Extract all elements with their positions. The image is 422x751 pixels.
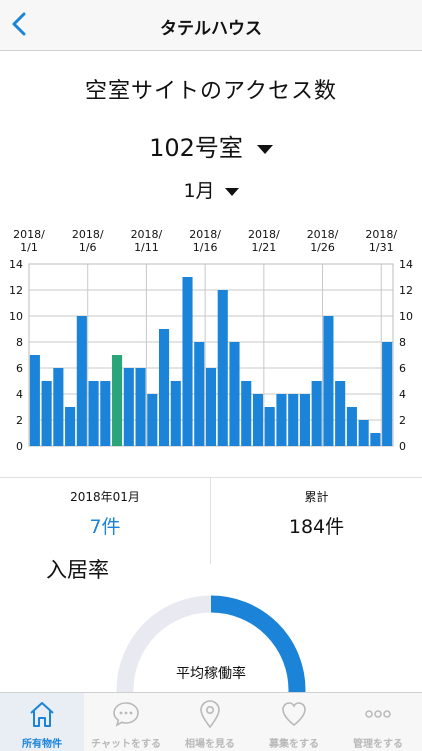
- divider: [0, 477, 422, 478]
- access-bar-chart: 0 0 2 2 4 4 6 6 8 8 10 10 12 12 14 14 2018/1/1 2018/1/6 20…: [9, 228, 413, 453]
- x-tick-label: 2018/1/26: [307, 228, 339, 254]
- bar: [323, 316, 334, 446]
- y-tick-label-right: 2: [399, 414, 406, 427]
- tab-label: 相場を見る: [185, 739, 235, 750]
- y-tick-label-right: 0: [399, 440, 406, 453]
- gauge-label: 平均稼働率: [176, 666, 246, 682]
- x-tick-label: 2018/1/11: [131, 228, 163, 254]
- bar: [264, 407, 275, 446]
- tab-market[interactable]: 相場を見る: [168, 693, 252, 751]
- tab-bar: 所有物件 チャットをする 相場を見る 募集をする 管理をする: [0, 692, 422, 751]
- y-tick-label-right: 8: [399, 336, 406, 349]
- x-tick-label: 2018/1/16: [189, 228, 221, 254]
- bar: [158, 329, 170, 446]
- chevron-left-icon: [12, 12, 26, 36]
- divider: [210, 478, 211, 564]
- y-tick-label-left: 12: [9, 284, 23, 297]
- occupancy-label: 入居率: [46, 558, 109, 582]
- more-icon: [365, 710, 391, 718]
- bar: [170, 381, 181, 446]
- tab-label: 所有物件: [22, 739, 62, 750]
- y-tick-label-left: 0: [16, 440, 23, 453]
- occupancy-gauge: [116, 595, 306, 693]
- tab-recruit[interactable]: 募集をする: [252, 693, 336, 751]
- bar: [346, 407, 357, 446]
- y-tick-label-left: 10: [9, 310, 23, 323]
- total-stat-value: 184件: [288, 516, 345, 538]
- bar: [229, 342, 240, 446]
- x-tick-label: 2018/1/1: [13, 228, 45, 254]
- heart-icon: [282, 702, 306, 726]
- bar: [205, 368, 217, 446]
- map-pin-icon: [200, 700, 220, 729]
- x-tick-label: 2018/1/31: [365, 228, 397, 254]
- bar: [241, 381, 252, 446]
- back-button[interactable]: [6, 8, 32, 40]
- y-tick-label-left: 14: [9, 258, 23, 271]
- y-tick-label-right: 4: [399, 388, 406, 401]
- bar: [135, 368, 146, 446]
- bar: [123, 368, 134, 446]
- page-title: 空室サイトのアクセス数: [85, 79, 337, 104]
- bar: [311, 381, 322, 446]
- bar: [252, 394, 264, 446]
- month-selector[interactable]: 1月: [0, 176, 422, 203]
- bar: [335, 381, 346, 446]
- navigation-bar: タテルハウス: [0, 0, 422, 51]
- room-selector-value: 102号室: [149, 134, 243, 162]
- month-stat-caption: 2018年01月: [70, 490, 140, 504]
- bar: [65, 407, 76, 446]
- dropdown-triangle-icon: [224, 187, 239, 196]
- y-tick-label-right: 12: [399, 284, 413, 297]
- tab-manage[interactable]: 管理をする: [336, 693, 420, 751]
- bar: [182, 277, 193, 446]
- month-selector-value: 1月: [183, 180, 215, 202]
- y-tick-label-right: 10: [399, 310, 413, 323]
- x-tick-label: 2018/1/6: [72, 228, 104, 254]
- bar: [53, 368, 64, 446]
- chat-icon: [113, 702, 139, 727]
- bar: [288, 394, 299, 446]
- month-stat-value: 7件: [89, 516, 121, 538]
- x-tick-label: 2018/1/21: [248, 228, 280, 254]
- room-selector[interactable]: 102号室: [0, 128, 422, 163]
- y-tick-label-right: 6: [399, 362, 406, 375]
- bar: [112, 355, 123, 446]
- bar: [76, 316, 87, 446]
- total-stat-caption: 累計: [304, 490, 329, 504]
- tab-chat[interactable]: チャットをする: [84, 693, 168, 751]
- bar: [88, 381, 99, 446]
- bar: [382, 342, 393, 446]
- bar: [358, 420, 369, 446]
- tab-properties[interactable]: 所有物件: [0, 693, 84, 751]
- bar: [41, 381, 52, 446]
- nav-title: タテルハウス: [160, 19, 262, 39]
- y-tick-label-right: 14: [399, 258, 413, 271]
- bar: [147, 394, 158, 446]
- bar: [194, 342, 205, 446]
- bar: [299, 394, 310, 446]
- tab-label: チャットをする: [91, 739, 161, 750]
- y-tick-label-left: 8: [16, 336, 23, 349]
- gauge-fill: [210, 595, 306, 693]
- bar: [370, 433, 381, 446]
- bar: [276, 394, 287, 446]
- y-tick-label-left: 6: [16, 362, 23, 375]
- y-tick-label-left: 2: [16, 414, 23, 427]
- home-icon: [30, 702, 54, 727]
- bar: [100, 381, 111, 446]
- tab-label: 管理をする: [353, 739, 403, 750]
- dropdown-triangle-icon: [256, 144, 273, 154]
- tab-label: 募集をする: [269, 739, 319, 750]
- y-tick-label-left: 4: [16, 388, 23, 401]
- bar: [29, 355, 40, 446]
- bar: [217, 290, 228, 446]
